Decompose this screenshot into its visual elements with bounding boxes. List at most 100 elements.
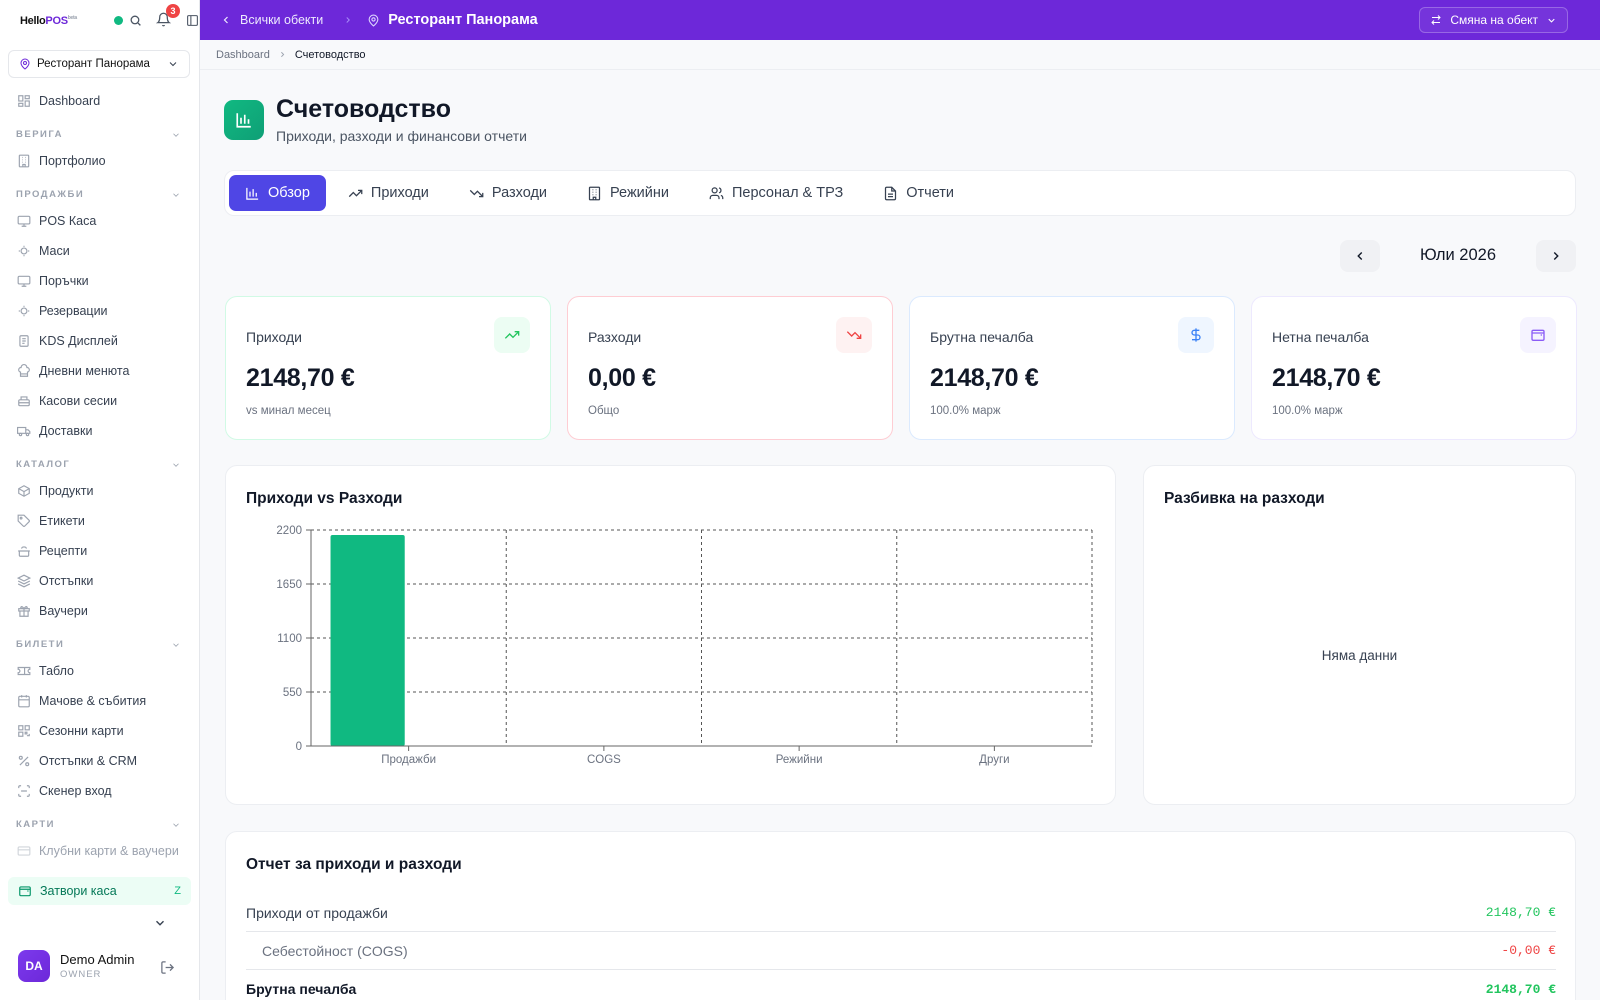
users-icon: [709, 186, 724, 199]
close-register-button[interactable]: Затвори каса Z: [8, 877, 191, 905]
sidebar-item-kds[interactable]: KDS Дисплей: [0, 326, 199, 356]
chevron-down-icon: [173, 193, 179, 197]
layers-icon: [17, 574, 31, 588]
tab-expenses[interactable]: Разходи: [451, 175, 565, 211]
sidebar-item-products[interactable]: Продукти: [0, 476, 199, 506]
tab-label: Персонал & ТРЗ: [731, 185, 844, 201]
sidebar-item-label: Маси: [39, 244, 70, 258]
dashboard-icon: [18, 95, 30, 107]
all-venues-link[interactable]: Всички обекти: [220, 13, 323, 27]
ticket-icon: [17, 666, 31, 676]
tab-income[interactable]: Приходи: [330, 175, 447, 211]
sidebar-item-recipes[interactable]: Рецепти: [0, 536, 199, 566]
sidebar-item-dashboard[interactable]: Dashboard: [0, 86, 199, 116]
sidebar-item-vouchers[interactable]: Ваучери: [0, 596, 199, 626]
tab-overview[interactable]: Обзор: [229, 175, 326, 211]
y-tick-label: 550: [283, 687, 302, 699]
gift-icon: [18, 606, 30, 617]
next-month-button[interactable]: [1536, 240, 1576, 272]
report-title: Отчет за приходи и разходи: [246, 856, 462, 873]
sidebar-item-tables[interactable]: Маси: [0, 236, 199, 266]
search-icon[interactable]: [129, 14, 142, 27]
monitor-icon: [17, 275, 31, 287]
sidebar-item-board[interactable]: Табло: [0, 656, 199, 686]
monitor-icon: [17, 215, 31, 227]
expense-breakdown-card: Разбивка на разходи Няма данни: [1143, 465, 1576, 805]
switch-arrows-icon: [1431, 15, 1442, 25]
nav-section-chain[interactable]: ВЕРИГА: [0, 116, 199, 146]
chevron-down-icon[interactable]: [153, 916, 167, 930]
kpi-card-net-profit: Нетна печалба 2148,70 € 100.0% марж: [1251, 296, 1577, 440]
qr-code-icon: [18, 725, 30, 737]
sidebar-item-reservations[interactable]: Резервации: [0, 296, 199, 326]
report-row-label: Брутна печалба: [246, 981, 357, 997]
tab-staff-payroll[interactable]: Персонал & ТРЗ: [691, 175, 861, 211]
calendar-icon: [18, 695, 30, 708]
sidebar-item-label: Сезонни карти: [39, 724, 124, 738]
sidebar-item-label: Касови сесии: [39, 394, 118, 408]
sidebar-item-daily-menus[interactable]: Дневни менюта: [0, 356, 199, 386]
online-status-icon: [114, 15, 123, 25]
chevron-right-icon: [1553, 252, 1559, 260]
sidebar-item-matches-events[interactable]: Мачове & събития: [0, 686, 199, 716]
user-profile[interactable]: DA Demo Admin OWNER: [18, 950, 134, 982]
chevron-right-icon: [346, 17, 351, 23]
sidebar-item-portfolio[interactable]: Портфолио: [0, 146, 199, 176]
sidebar-item-label: Етикети: [39, 514, 85, 528]
bar-chart-icon: [236, 113, 251, 128]
chevron-right-icon: [280, 51, 285, 58]
income-vs-expenses-card: Приходи vs Разходи 0 550 1100 1650 2200 Прода…: [225, 465, 1116, 805]
venue-title-text: Ресторант Панорама: [388, 12, 538, 28]
sidebar-item-label: Портфолио: [39, 154, 106, 168]
sidebar-item-club-cards[interactable]: Клубни карти & ваучери: [0, 836, 199, 866]
logout-icon[interactable]: [160, 960, 175, 975]
sidebar-item-season-cards[interactable]: Сезонни карти: [0, 716, 199, 746]
sidebar-item-scanner[interactable]: Скенер вход: [0, 776, 199, 806]
reservation-icon: [18, 305, 30, 317]
credit-card-icon: [17, 846, 31, 856]
sidebar-item-orders[interactable]: Поръчки: [0, 266, 199, 296]
breadcrumb-root[interactable]: Dashboard: [216, 48, 270, 61]
kpi-value: 2148,70 €: [246, 364, 355, 392]
nav-section-catalog[interactable]: КАТАЛОГ: [0, 446, 199, 476]
nav-section-title: КАТАЛОГ: [16, 459, 71, 470]
chef-hat-icon: [18, 364, 30, 377]
top-bar: Всички обекти Ресторант Панорама Смяна н…: [200, 0, 1600, 40]
sidebar-item-discounts[interactable]: Отстъпки: [0, 566, 199, 596]
tab-overheads[interactable]: Режийни: [569, 175, 687, 211]
venue-select[interactable]: Ресторант Панорама: [8, 50, 190, 78]
previous-month-button[interactable]: [1340, 240, 1380, 272]
sidebar-item-label: KDS Дисплей: [39, 334, 118, 348]
chevron-down-icon: [173, 133, 179, 137]
nav-section-sales[interactable]: ПРОДАЖБИ: [0, 176, 199, 206]
switch-venue-button[interactable]: Смяна на обект: [1419, 7, 1568, 33]
page-subtitle: Приходи, разходи и финансови отчети: [276, 128, 527, 144]
notifications-button[interactable]: 3: [155, 4, 180, 28]
logo[interactable]: HelloPOSbeta: [20, 15, 77, 27]
sidebar-item-pos[interactable]: POS Каса: [0, 206, 199, 236]
building-icon: [588, 186, 601, 200]
sidebar-item-cash-sessions[interactable]: Касови сесии: [0, 386, 199, 416]
sidebar-header: HelloPOSbeta 3: [0, 0, 199, 42]
tab-label: Приходи: [370, 185, 429, 201]
sidebar-item-deliveries[interactable]: Доставки: [0, 416, 199, 446]
venue-title: Ресторант Панорама: [367, 12, 538, 28]
chevron-left-icon: [223, 16, 228, 24]
tab-reports[interactable]: Отчети: [865, 175, 972, 211]
bar-chart-icon: [246, 187, 259, 200]
page-title: Счетоводство: [276, 95, 451, 123]
x-tick-label: Други: [979, 754, 1009, 766]
sidebar-item-discounts-crm[interactable]: Отстъпки & CRM: [0, 746, 199, 776]
package-icon: [18, 485, 30, 497]
collapse-sidebar-icon[interactable]: [186, 14, 199, 27]
chevron-down-icon: [173, 643, 179, 647]
nav-section-tickets[interactable]: БИЛЕТИ: [0, 626, 199, 656]
nav-section-cards[interactable]: КАРТИ: [0, 806, 199, 836]
tabs: Обзор Приходи Разходи Режийни Персонал &…: [224, 170, 1576, 216]
report-row-value: 2148,70 €: [1485, 905, 1556, 920]
sidebar-item-labels[interactable]: Етикети: [0, 506, 199, 536]
chevron-down-icon: [1548, 18, 1555, 23]
sidebar-nav: Dashboard ВЕРИГА Портфолио ПРОДАЖБИ POS …: [0, 86, 199, 866]
close-register-label: Затвори каса: [40, 884, 117, 898]
kpi-card-expenses: Разходи 0,00 € Общо: [567, 296, 893, 440]
